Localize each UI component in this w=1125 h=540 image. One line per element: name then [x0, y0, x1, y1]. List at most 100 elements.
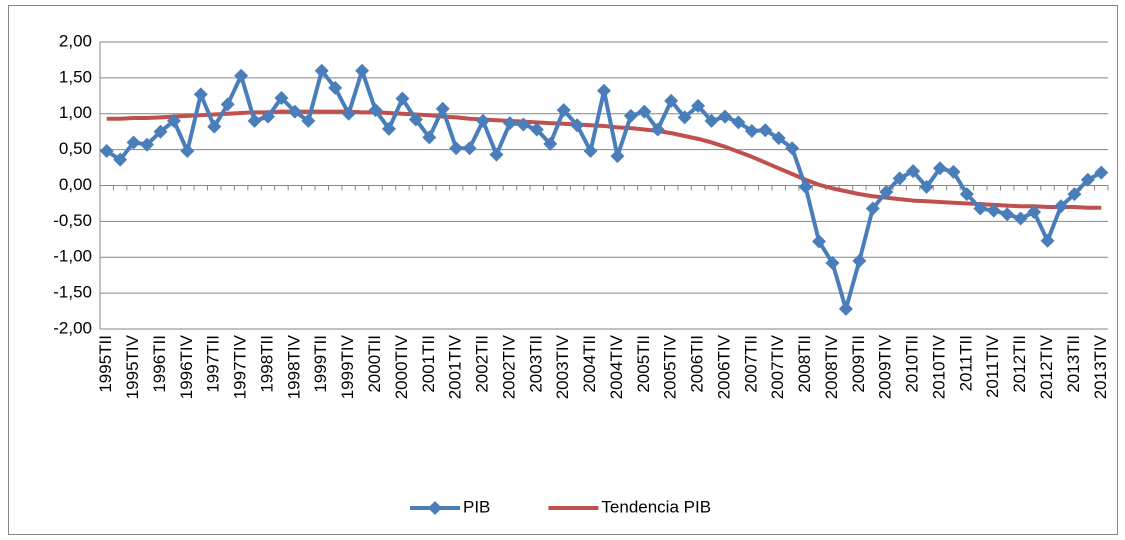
data-point	[623, 108, 638, 123]
x-tick-label: 1996TII	[150, 335, 169, 393]
x-tick-label: 1999TII	[311, 335, 330, 393]
x-tick-label: 1995TII	[96, 335, 115, 393]
y-tick-label: 0,50	[59, 139, 92, 158]
data-point	[261, 109, 275, 124]
data-point	[556, 103, 571, 118]
data-point	[664, 93, 679, 108]
x-tick-label: 2006TIV	[714, 334, 733, 399]
data-point	[502, 116, 517, 131]
x-tick-label: 1998TII	[257, 335, 276, 393]
y-tick-label: -1,50	[53, 283, 92, 302]
data-point	[287, 104, 302, 119]
data-point	[1027, 205, 1042, 220]
data-point	[99, 144, 114, 159]
data-point	[355, 63, 370, 78]
data-point	[1094, 165, 1109, 180]
data-point	[838, 301, 853, 316]
data-point	[946, 164, 961, 179]
data-point	[449, 141, 464, 156]
data-point	[126, 135, 141, 150]
data-point	[301, 113, 316, 128]
y-tick-label: -0,50	[53, 211, 92, 230]
data-point	[892, 171, 907, 186]
x-tick-label: 2009TIV	[876, 334, 895, 399]
x-tick-label: 2007TII	[741, 335, 760, 393]
data-point	[395, 91, 410, 106]
data-point	[529, 122, 544, 137]
y-tick-label: -1,00	[53, 247, 92, 266]
data-point	[691, 98, 706, 113]
legend-label: PIB	[463, 497, 490, 516]
x-tick-label: 2000TII	[365, 335, 384, 393]
data-point	[408, 112, 423, 127]
data-point	[583, 144, 598, 159]
data-point	[771, 131, 786, 146]
x-tick-label: 2010TIV	[929, 334, 948, 399]
data-point	[220, 97, 235, 112]
chart-border	[8, 5, 1118, 535]
x-tick-label: 2004TIV	[607, 334, 626, 399]
x-tick-label: 2013TII	[1064, 335, 1083, 393]
data-point	[422, 130, 437, 145]
data-point	[597, 83, 611, 98]
x-tick-label: 2008TIV	[822, 334, 841, 399]
data-point	[812, 234, 827, 249]
x-tick-label: 2002TIV	[499, 334, 518, 399]
data-point	[570, 118, 585, 133]
x-tick-label: 2010TII	[903, 335, 922, 393]
data-point	[865, 201, 880, 216]
data-point	[193, 87, 208, 102]
x-tick-label: 2005TII	[634, 335, 653, 393]
data-point	[919, 179, 934, 194]
y-tick-label: 1,00	[59, 103, 92, 122]
data-point	[341, 106, 356, 121]
x-tick-label: 2013TIV	[1091, 334, 1110, 399]
legend-label: Tendencia PIB	[601, 497, 711, 516]
data-point	[247, 113, 262, 128]
data-point	[328, 80, 343, 95]
data-point	[610, 149, 625, 164]
data-point	[113, 152, 128, 167]
x-tick-label: 2011TIV	[983, 334, 1002, 398]
x-tick-label: 1999TIV	[338, 334, 357, 399]
x-tick-label: 2012TII	[1010, 335, 1029, 393]
data-point	[462, 141, 477, 156]
data-point	[1067, 187, 1082, 202]
y-tick-label: -2,00	[53, 318, 92, 337]
data-point	[959, 187, 974, 202]
data-point	[435, 101, 450, 116]
x-tick-label: 2006TII	[688, 335, 707, 393]
x-tick-label: 2012TIV	[1037, 334, 1056, 399]
x-tick-label: 2011TII	[956, 335, 975, 391]
data-point	[852, 253, 867, 268]
data-point	[234, 68, 249, 83]
data-point	[906, 164, 921, 179]
data-point	[650, 122, 665, 137]
data-point	[637, 104, 652, 119]
data-point	[744, 123, 759, 138]
data-point	[274, 90, 289, 105]
x-tick-label: 2004TII	[580, 335, 599, 393]
data-point	[933, 161, 947, 176]
data-point	[381, 121, 396, 136]
x-tick-label: 2001TII	[419, 335, 438, 393]
data-point	[476, 113, 491, 128]
data-point	[973, 201, 988, 216]
x-tick-label: 2002TII	[473, 335, 492, 393]
y-tick-label: 2,00	[59, 31, 92, 50]
data-point	[758, 123, 773, 138]
data-point	[1053, 199, 1068, 214]
x-tick-label: 1997TIV	[231, 334, 250, 399]
x-tick-label: 2005TIV	[661, 334, 680, 399]
data-point	[1013, 211, 1028, 226]
data-point	[516, 117, 531, 132]
data-point	[986, 203, 1001, 218]
data-point	[825, 255, 840, 270]
data-point	[368, 103, 383, 118]
data-point	[180, 144, 195, 159]
x-tick-label: 1996TIV	[177, 334, 196, 399]
data-point	[543, 136, 558, 151]
x-tick-label: 2007TIV	[768, 334, 787, 399]
x-tick-label: 2003TIV	[553, 334, 572, 399]
x-tick-label: 2003TII	[526, 335, 545, 393]
